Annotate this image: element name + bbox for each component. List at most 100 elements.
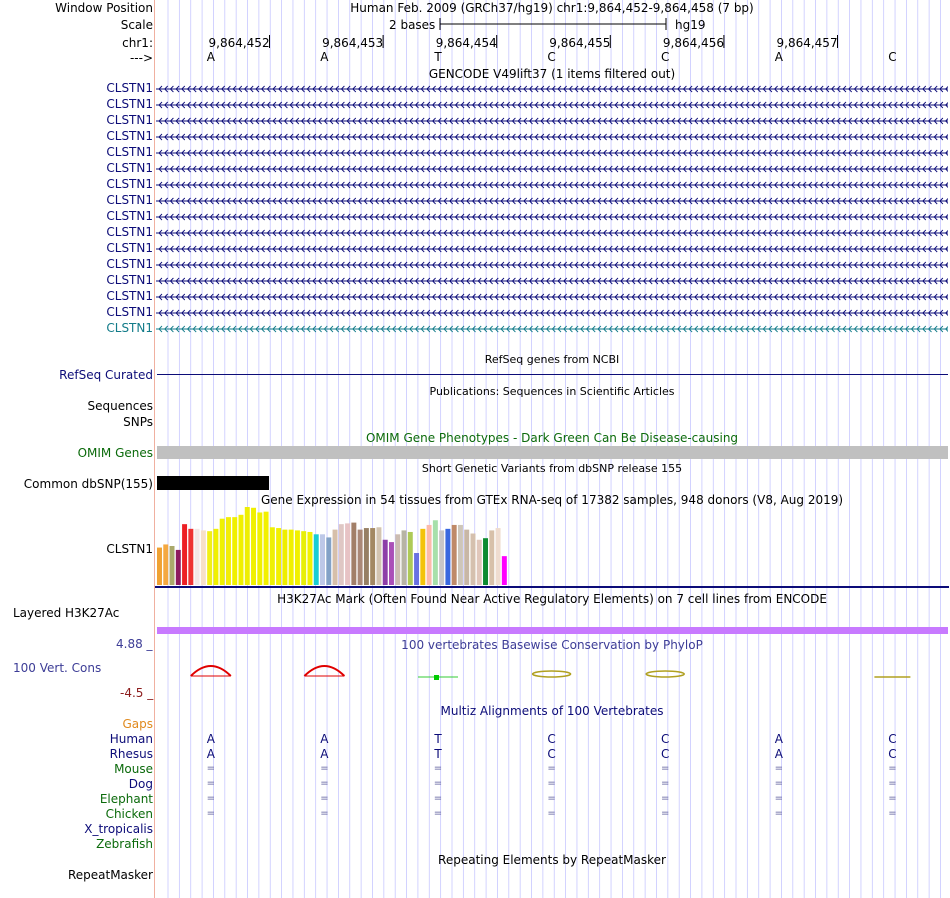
refseq-label[interactable]: RefSeq Curated bbox=[59, 368, 153, 382]
base-letter: T bbox=[434, 50, 442, 64]
gencode-transcript-label[interactable]: CLSTN1 bbox=[106, 161, 153, 175]
strand-arrows bbox=[158, 213, 948, 221]
omim-bar[interactable] bbox=[157, 446, 948, 459]
gtex-tissue-bar bbox=[457, 524, 463, 585]
ruler bbox=[269, 18, 838, 48]
multiz-title: Multiz Alignments of 100 Vertebrates bbox=[440, 704, 664, 718]
gtex-tissue-bar bbox=[363, 528, 369, 585]
gencode-transcript-label[interactable]: CLSTN1 bbox=[106, 273, 153, 287]
gtex-tissue-bar bbox=[307, 531, 313, 585]
gencode-transcript-line bbox=[156, 245, 948, 253]
window-position-label: Window Position bbox=[55, 1, 153, 15]
gencode-transcript-label[interactable]: CLSTN1 bbox=[106, 209, 153, 223]
gencode-transcript-label[interactable]: CLSTN1 bbox=[106, 145, 153, 159]
multiz-match: = bbox=[774, 778, 783, 789]
multiz-match: = bbox=[433, 808, 443, 819]
strand-arrows bbox=[158, 309, 948, 317]
dbsnp-variant-block[interactable] bbox=[157, 476, 269, 490]
multiz-match: = bbox=[774, 793, 783, 804]
gencode-transcript-line bbox=[156, 197, 948, 205]
gencode-transcript-label[interactable]: CLSTN1 bbox=[106, 257, 153, 271]
gencode-transcript-line bbox=[156, 117, 948, 125]
gencode-transcript-label[interactable]: CLSTN1 bbox=[106, 225, 153, 239]
phylop-plot[interactable] bbox=[0, 660, 950, 690]
gencode-transcript-label[interactable]: CLSTN1 bbox=[106, 241, 153, 255]
gtex-tissue-bar bbox=[426, 524, 432, 585]
gtex-tissue-bar bbox=[282, 529, 288, 585]
multiz-base: C bbox=[660, 747, 670, 761]
gencode-transcript-line bbox=[156, 181, 948, 189]
multiz-match: = bbox=[660, 778, 670, 789]
multiz-match: = bbox=[206, 778, 215, 789]
scale-label: Scale bbox=[120, 18, 153, 32]
multiz-species-label[interactable]: Gaps bbox=[122, 717, 153, 731]
multiz-species-label[interactable]: Rhesus bbox=[109, 747, 153, 761]
gtex-tissue-bar bbox=[338, 524, 344, 585]
h3k27ac-signal[interactable] bbox=[157, 627, 948, 634]
pubs-sequences-label[interactable]: Sequences bbox=[87, 399, 153, 413]
gencode-transcript-label[interactable]: CLSTN1 bbox=[106, 305, 153, 319]
pubs-snps-label[interactable]: SNPs bbox=[123, 415, 153, 429]
gtex-tissue-bar bbox=[219, 518, 225, 585]
ruler-position-label: 9,864,455 bbox=[549, 36, 611, 50]
gencode-transcript-label[interactable]: CLSTN1 bbox=[106, 321, 153, 335]
scale-text: 2 bases bbox=[389, 18, 436, 32]
multiz-species-label[interactable]: Zebrafish bbox=[96, 837, 153, 851]
phylop-label[interactable]: 100 Vert. Cons bbox=[13, 661, 102, 675]
gtex-tissue-bar bbox=[501, 556, 507, 585]
gtex-tissue-bar bbox=[401, 530, 407, 585]
gtex-tissue-bar bbox=[313, 534, 319, 585]
gencode-transcript-line bbox=[156, 149, 948, 157]
gtex-bar-chart[interactable] bbox=[157, 507, 537, 585]
strand-arrows bbox=[158, 293, 948, 301]
strand-arrows bbox=[158, 245, 948, 253]
base-letter: C bbox=[547, 50, 556, 64]
gtex-tissue-bar bbox=[251, 507, 257, 585]
dbsnp-title: Short Genetic Variants from dbSNP releas… bbox=[421, 462, 683, 475]
gtex-tissue-bar bbox=[495, 528, 501, 585]
strand-arrows bbox=[158, 325, 948, 333]
gtex-tissue-bar bbox=[157, 547, 162, 585]
multiz-match: = bbox=[206, 763, 215, 774]
repeats-label[interactable]: RepeatMasker bbox=[67, 868, 153, 882]
chr-label: chr1: bbox=[122, 36, 153, 50]
multiz-species-label[interactable]: Chicken bbox=[105, 807, 153, 821]
gencode-transcript-label[interactable]: CLSTN1 bbox=[106, 129, 153, 143]
phylop-max-label: 4.88 _ bbox=[116, 637, 153, 651]
gtex-tissue-bar bbox=[489, 530, 495, 585]
h3k27ac-label[interactable]: Layered H3K27Ac bbox=[13, 606, 120, 620]
multiz-species-label[interactable]: Elephant bbox=[99, 792, 153, 806]
gencode-transcript-label[interactable]: CLSTN1 bbox=[106, 81, 153, 95]
strand-arrows bbox=[158, 229, 948, 237]
gencode-transcript-label[interactable]: CLSTN1 bbox=[106, 193, 153, 207]
gtex-label[interactable]: CLSTN1 bbox=[106, 542, 153, 556]
gencode-transcript-line bbox=[156, 229, 948, 237]
multiz-match: = bbox=[660, 808, 670, 819]
ruler-position-label: 9,864,452 bbox=[208, 36, 270, 50]
gencode-transcript-line bbox=[156, 293, 948, 301]
strand-arrows bbox=[158, 197, 948, 205]
gencode-transcript-label[interactable]: CLSTN1 bbox=[106, 113, 153, 127]
multiz-species-label[interactable]: X_tropicalis bbox=[84, 822, 153, 836]
strand-arrows bbox=[158, 133, 948, 141]
multiz-species-label[interactable]: Human bbox=[109, 732, 153, 746]
multiz-species-label[interactable]: Mouse bbox=[114, 762, 153, 776]
gtex-tissue-bar bbox=[420, 528, 426, 585]
multiz-match: = bbox=[547, 778, 556, 789]
multiz-species-label[interactable]: Dog bbox=[128, 777, 153, 791]
gtex-tissue-bar bbox=[395, 534, 401, 585]
omim-label[interactable]: OMIM Genes bbox=[77, 446, 153, 460]
gtex-tissue-bar bbox=[263, 511, 269, 585]
phylop-min-label: -4.5 _ bbox=[120, 686, 154, 700]
gtex-tissue-bar bbox=[238, 514, 244, 585]
gtex-tissue-bar bbox=[476, 539, 482, 585]
multiz-match: = bbox=[888, 763, 897, 774]
gencode-transcript-label[interactable]: CLSTN1 bbox=[106, 289, 153, 303]
gtex-tissue-bar bbox=[213, 528, 219, 585]
dbsnp-label[interactable]: Common dbSNP(155) bbox=[23, 477, 153, 491]
gencode-transcript-label[interactable]: CLSTN1 bbox=[106, 97, 153, 111]
phylop-neutral-point bbox=[434, 675, 439, 680]
multiz-match: = bbox=[660, 763, 670, 774]
gencode-transcript-label[interactable]: CLSTN1 bbox=[106, 177, 153, 191]
